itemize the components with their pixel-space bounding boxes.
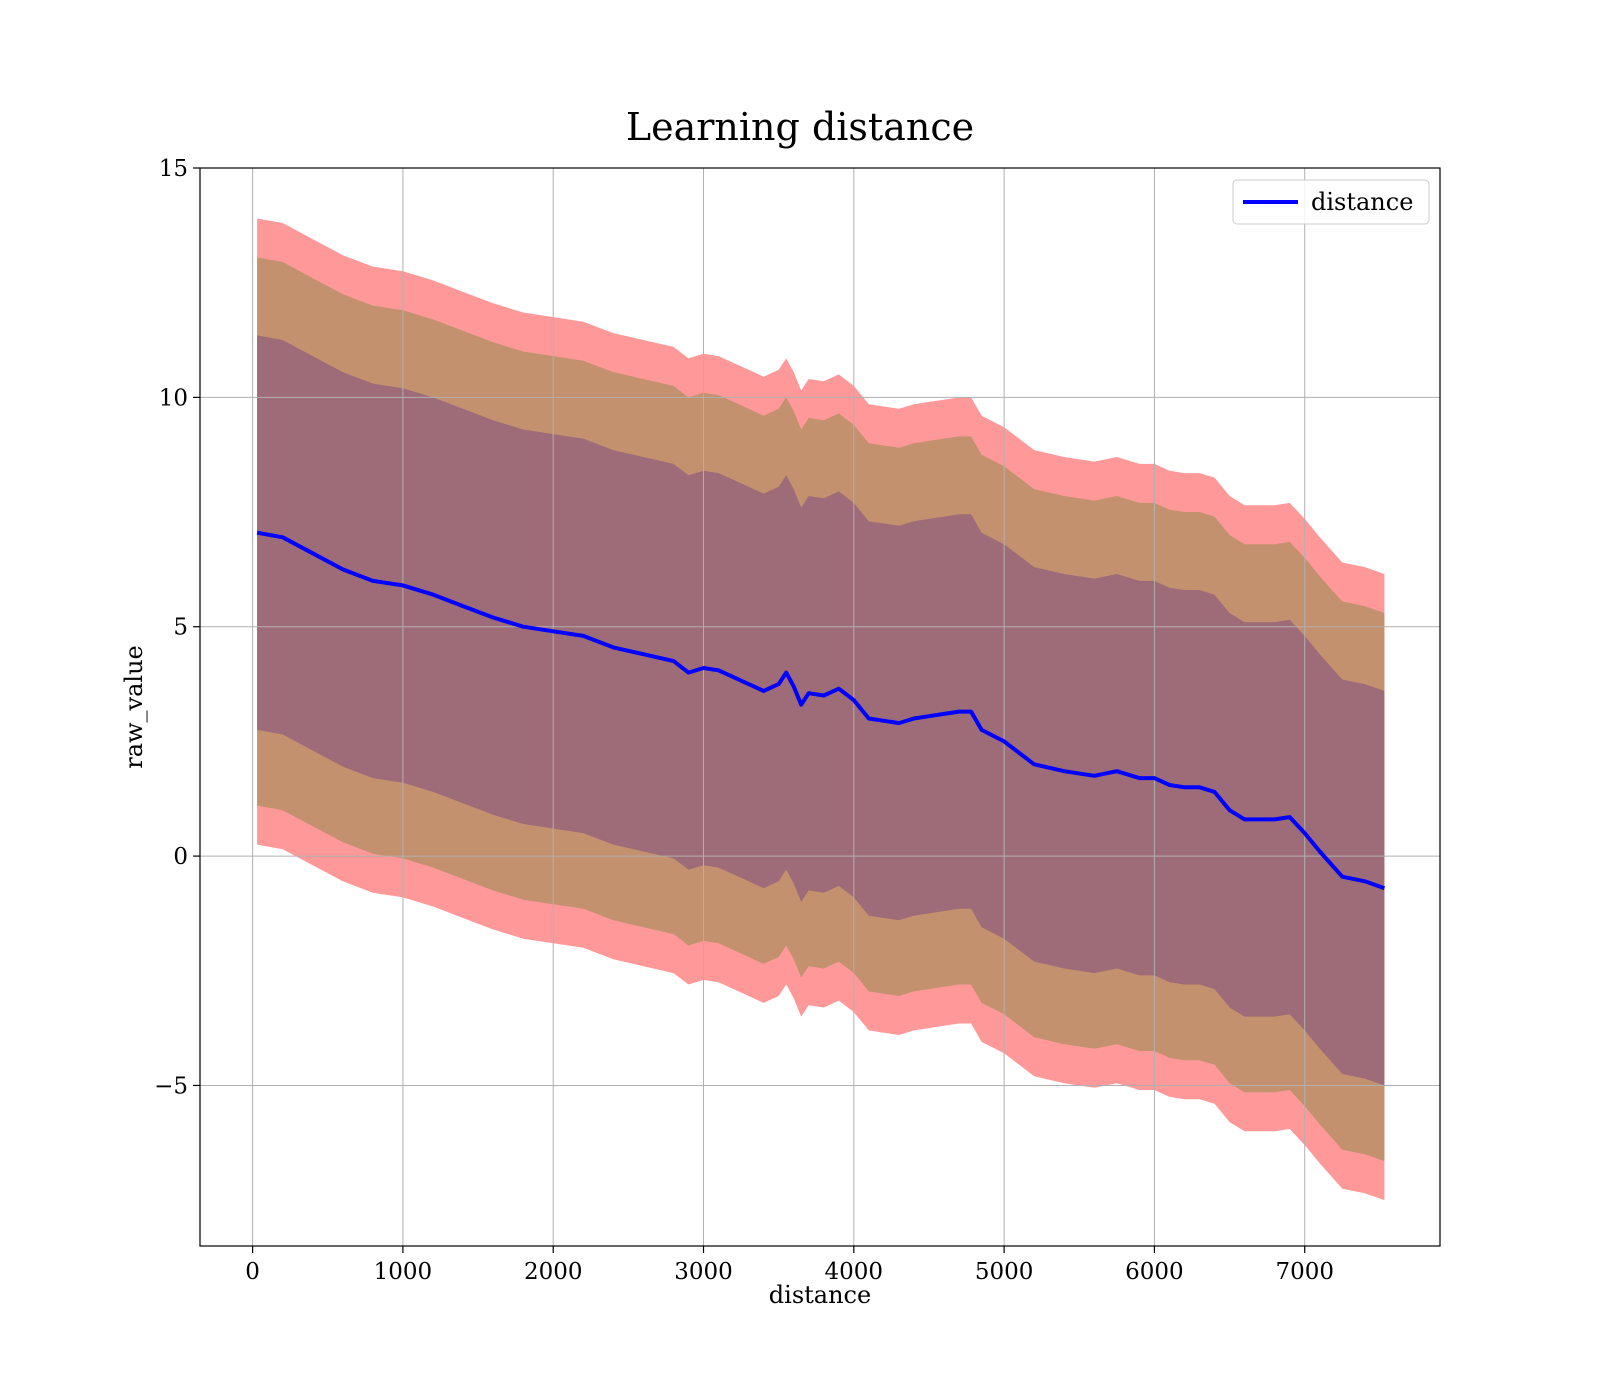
x-tick-label-5: 5000 [975, 1259, 1034, 1285]
legend-entry-distance: distance [1311, 188, 1413, 216]
x-tick-label-1: 1000 [374, 1259, 433, 1285]
y-tick-label-2: 5 [173, 615, 188, 641]
grid [200, 167, 1440, 1246]
plot-frame [199, 167, 1441, 1247]
legend-box [1232, 179, 1430, 225]
y-tick-label-1: 0 [173, 844, 188, 870]
y-tick-label-0: −5 [154, 1073, 188, 1099]
x-tick-label-6: 6000 [1125, 1259, 1184, 1285]
y-axis-label: raw_value [120, 645, 148, 769]
series-layer [256, 530, 1386, 891]
chart-title: Learning distance [626, 105, 974, 149]
x-axis-label: distance [769, 1281, 871, 1309]
band-inner [257, 335, 1385, 1086]
legend: distance [1232, 179, 1430, 225]
x-tick-label-3: 3000 [674, 1259, 733, 1285]
y-tick-label-3: 10 [159, 385, 188, 411]
x-tick-label-7: 7000 [1275, 1259, 1334, 1285]
y-tick-label-4: 15 [159, 156, 188, 182]
x-axis: 0 1000 2000 3000 4000 5000 6000 7000 [245, 1246, 1334, 1285]
series-line-distance [256, 530, 1386, 891]
y-axis: −5 0 5 10 15 [154, 156, 200, 1099]
x-tick-label-2: 2000 [524, 1259, 583, 1285]
x-tick-label-4: 4000 [825, 1259, 884, 1285]
x-tick-label-0: 0 [245, 1259, 260, 1285]
std-bands [257, 218, 1385, 1201]
